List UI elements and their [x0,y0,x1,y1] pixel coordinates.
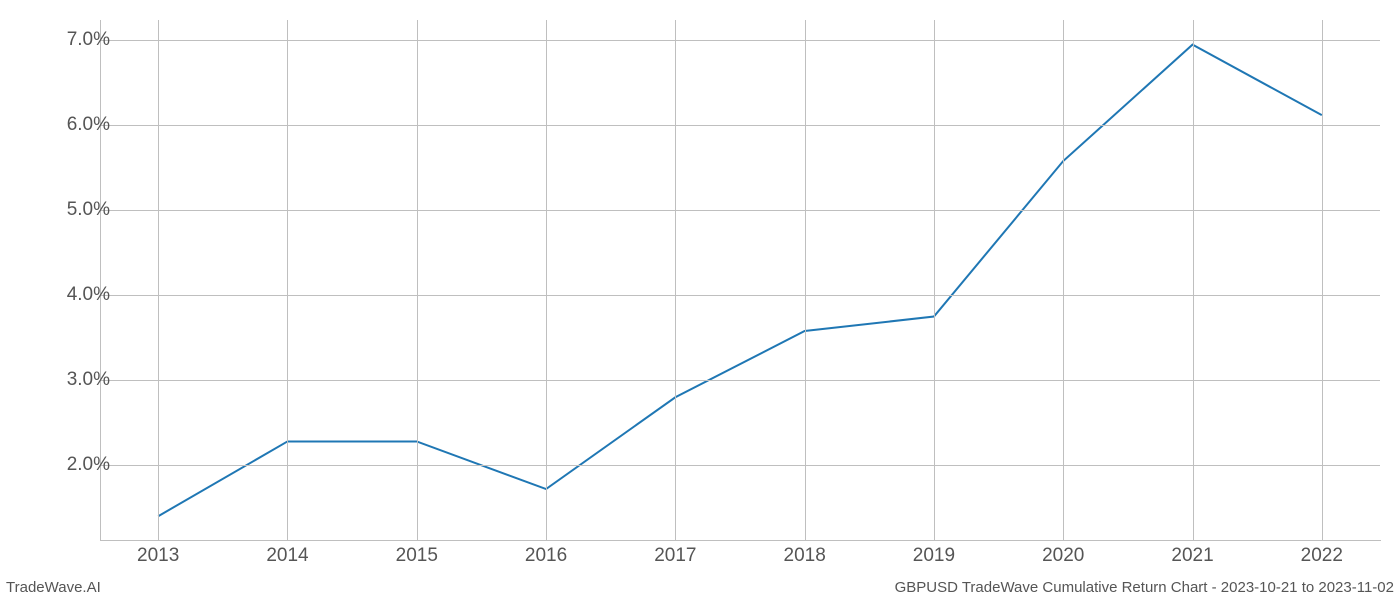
gridline-horizontal [100,210,1380,211]
y-tick-label: 4.0% [40,284,110,306]
gridline-vertical [417,20,418,540]
chart-plot-area [100,20,1380,540]
y-tick-label: 7.0% [40,29,110,51]
gridline-horizontal [100,125,1380,126]
y-tick-label: 5.0% [40,199,110,221]
gridline-vertical [934,20,935,540]
gridline-horizontal [100,295,1380,296]
gridline-vertical [675,20,676,540]
footer-left-text: TradeWave.AI [6,579,101,596]
gridline-horizontal [100,465,1380,466]
gridline-horizontal [100,40,1380,41]
gridline-vertical [805,20,806,540]
gridline-horizontal [100,380,1380,381]
gridline-vertical [1063,20,1064,540]
line-series [100,20,1380,540]
gridline-vertical [1193,20,1194,540]
x-tick-label: 2021 [1171,545,1213,567]
x-tick-label: 2018 [784,545,826,567]
y-tick-label: 6.0% [40,114,110,136]
x-tick-label: 2016 [525,545,567,567]
x-tick-label: 2020 [1042,545,1084,567]
footer-right-text: GBPUSD TradeWave Cumulative Return Chart… [895,579,1394,596]
x-tick-label: 2022 [1301,545,1343,567]
x-tick-label: 2013 [137,545,179,567]
gridline-vertical [1322,20,1323,540]
x-tick-label: 2017 [654,545,696,567]
y-tick-label: 2.0% [40,454,110,476]
gridline-vertical [287,20,288,540]
x-tick-label: 2019 [913,545,955,567]
x-tick-label: 2014 [266,545,308,567]
gridline-vertical [158,20,159,540]
x-tick-label: 2015 [396,545,438,567]
y-tick-label: 3.0% [40,369,110,391]
gridline-vertical [546,20,547,540]
line-path [158,45,1322,517]
